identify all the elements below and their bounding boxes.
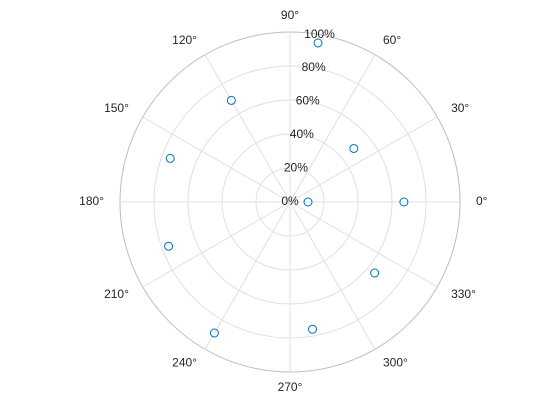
grid-spoke bbox=[289, 201, 438, 288]
point bbox=[370, 268, 380, 278]
r-tick-label: 80% bbox=[302, 60, 326, 74]
theta-tick-label: 300° bbox=[383, 355, 408, 369]
theta-tick-label: 150° bbox=[104, 101, 129, 115]
point bbox=[209, 328, 219, 338]
point bbox=[226, 95, 236, 105]
grid-spoke bbox=[204, 54, 291, 203]
point bbox=[164, 241, 174, 251]
theta-tick-label: 240° bbox=[172, 355, 197, 369]
r-tick-label: 0% bbox=[281, 194, 299, 208]
r-tick-label: 60% bbox=[296, 94, 320, 108]
grid-spoke bbox=[289, 201, 376, 350]
point bbox=[399, 197, 409, 207]
theta-tick-label: 180° bbox=[79, 194, 104, 208]
r-tick-label: 40% bbox=[290, 127, 314, 141]
theta-tick-label: 120° bbox=[172, 33, 197, 47]
grid-spoke bbox=[289, 116, 438, 203]
point bbox=[165, 153, 175, 163]
grid-spoke bbox=[204, 201, 291, 350]
theta-tick-label: 0° bbox=[476, 194, 488, 208]
theta-tick-label: 30° bbox=[451, 101, 469, 115]
point bbox=[349, 143, 359, 153]
point bbox=[307, 324, 317, 334]
r-tick-label: 100% bbox=[304, 27, 335, 41]
theta-tick-label: 330° bbox=[451, 287, 476, 301]
point bbox=[303, 197, 313, 207]
theta-tick-label: 60° bbox=[383, 33, 401, 47]
point bbox=[313, 38, 323, 48]
r-tick-label: 20% bbox=[284, 161, 308, 175]
grid-spoke bbox=[289, 54, 376, 203]
grid-spoke bbox=[142, 116, 291, 203]
theta-tick-label: 210° bbox=[104, 287, 129, 301]
theta-tick-label: 90° bbox=[281, 8, 299, 22]
grid-spoke bbox=[142, 201, 291, 288]
theta-tick-label: 270° bbox=[278, 380, 303, 394]
